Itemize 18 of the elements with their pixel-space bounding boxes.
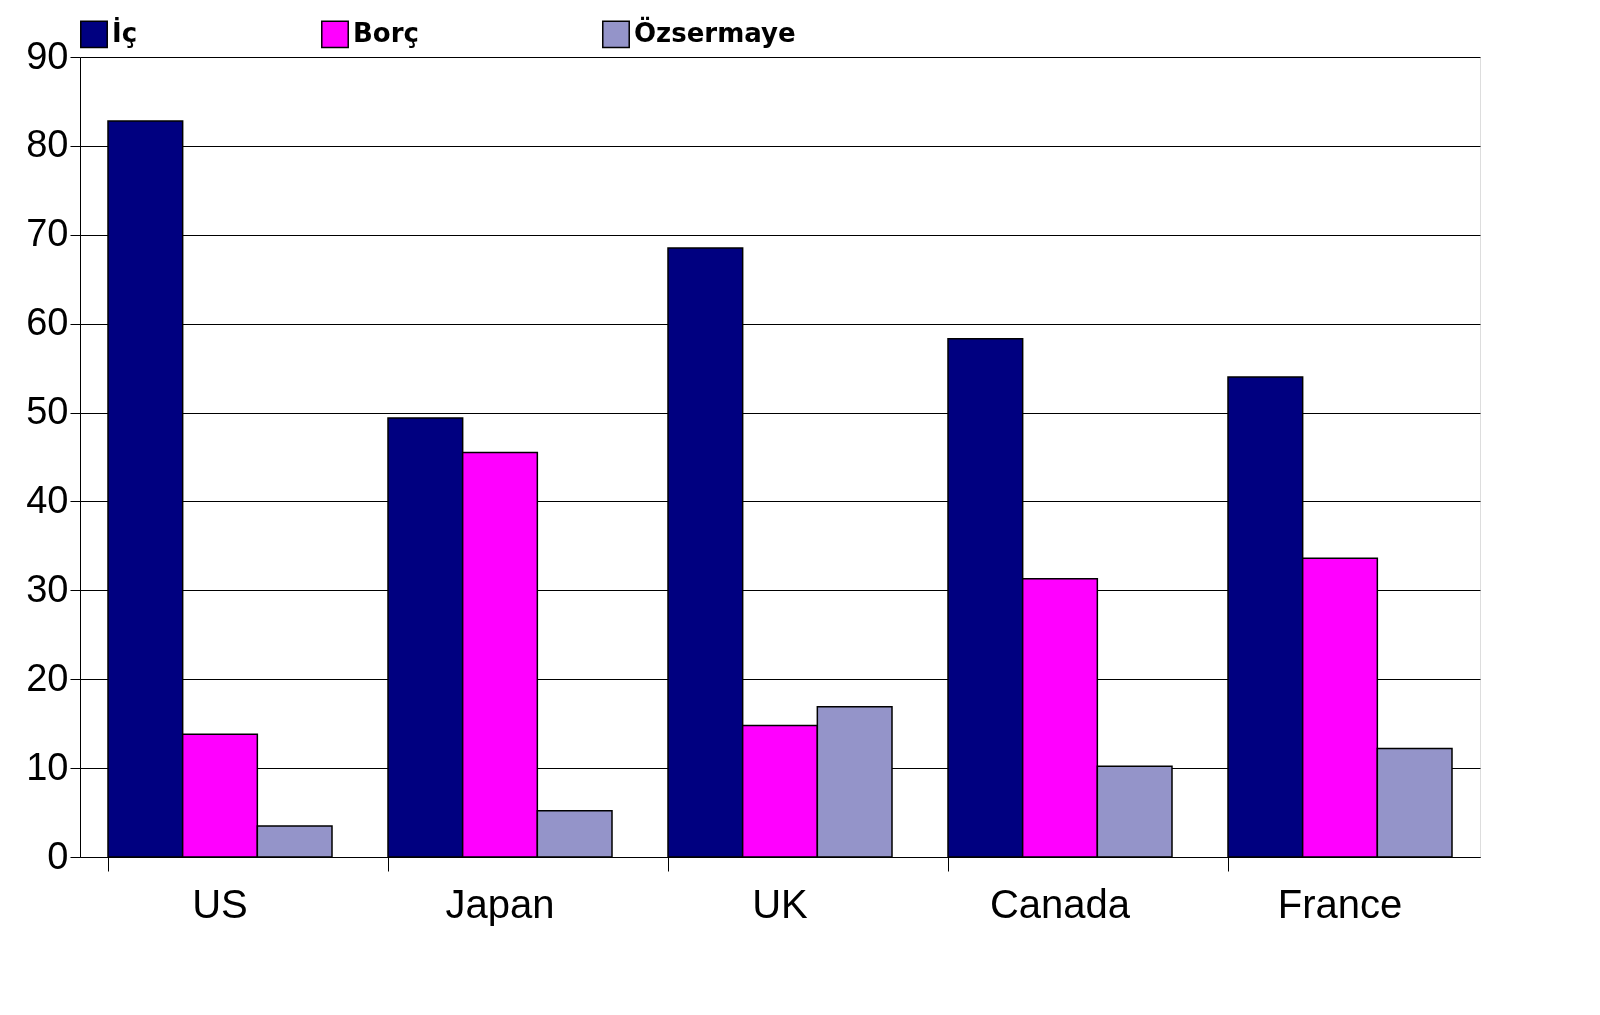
y-tick-label: 50 (26, 390, 69, 433)
x-tick-label: Canada (989, 881, 1131, 926)
x-tick-label: UK (752, 881, 809, 926)
x-tick-label: Japan (445, 881, 555, 926)
legend-label: İç (112, 17, 138, 49)
legend-label: Özsermaye (634, 16, 796, 49)
y-tick-label: 30 (26, 567, 69, 610)
x-tick-label: US (192, 881, 248, 926)
y-tick-label: 10 (26, 745, 69, 788)
y-tick-label: 60 (26, 301, 69, 344)
y-tick-label: 70 (26, 212, 69, 255)
y-tick-label: 40 (26, 478, 69, 521)
y-tick-label: 90 (26, 34, 69, 77)
y-tick-label: 80 (26, 123, 69, 166)
x-tick-label: France (1277, 881, 1403, 926)
legend-label: Borç (353, 18, 419, 49)
y-tick-label: 0 (47, 834, 69, 877)
y-tick-label: 20 (26, 656, 69, 699)
